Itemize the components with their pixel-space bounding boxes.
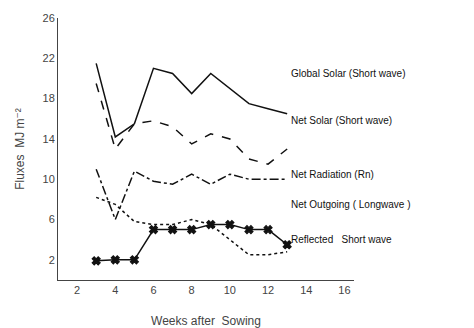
svg-text:Net Solar (Short wave): Net Solar (Short wave): [291, 115, 392, 126]
svg-text:Net Outgoing ( Longwave ): Net Outgoing ( Longwave ): [291, 199, 411, 210]
svg-text:6: 6: [49, 213, 55, 225]
svg-text:Global Solar (Short wave): Global Solar (Short wave): [291, 68, 406, 79]
svg-text:8: 8: [189, 284, 195, 296]
svg-text:Fluxes MJ m⁻²: Fluxes MJ m⁻²: [13, 108, 27, 190]
svg-text:6: 6: [150, 284, 156, 296]
svg-text:18: 18: [43, 92, 55, 104]
svg-text:2: 2: [74, 284, 80, 296]
svg-text:Weeks after Sowing: Weeks after Sowing: [151, 314, 261, 328]
svg-text:10: 10: [224, 284, 236, 296]
svg-text:Reflected Short wave: Reflected Short wave: [291, 234, 392, 245]
svg-text:26: 26: [43, 12, 55, 24]
svg-text:22: 22: [43, 52, 55, 64]
svg-text:14: 14: [300, 284, 312, 296]
svg-text:2: 2: [49, 254, 55, 266]
svg-text:14: 14: [43, 133, 55, 145]
svg-text:4: 4: [112, 284, 118, 296]
svg-text:16: 16: [338, 284, 350, 296]
svg-text:Net Radiation (Rn): Net Radiation (Rn): [291, 169, 374, 180]
svg-text:10: 10: [43, 173, 55, 185]
svg-text:12: 12: [262, 284, 274, 296]
